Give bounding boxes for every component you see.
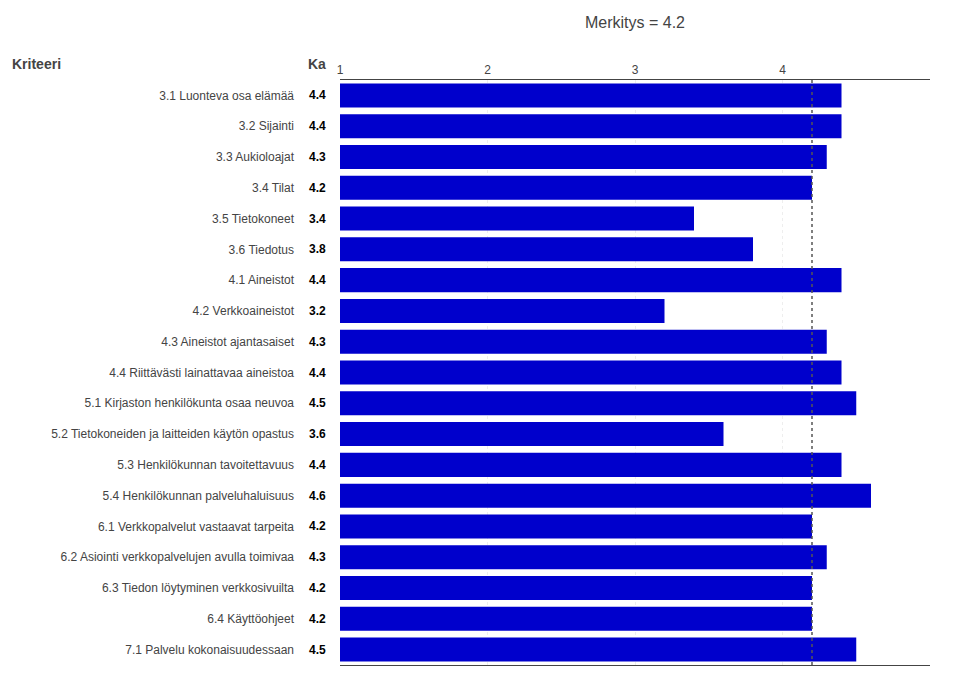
svg-text:6.2 Asiointi verkkopalvelujen: 6.2 Asiointi verkkopalvelujen avulla toi… [61,550,295,564]
svg-text:4.2: 4.2 [309,181,326,195]
svg-text:4.2 Verkkoaineistot: 4.2 Verkkoaineistot [193,304,295,318]
svg-text:1: 1 [337,63,344,77]
svg-text:4.2: 4.2 [309,581,326,595]
svg-text:4.4: 4.4 [309,273,326,287]
svg-text:4.4 Riittävästi lainattavaa ai: 4.4 Riittävästi lainattavaa aineistoa [109,366,294,380]
svg-text:7.1 Palvelu kokonaisuudessaan: 7.1 Palvelu kokonaisuudessaan [125,643,294,657]
svg-text:4.3: 4.3 [309,335,326,349]
svg-text:5.1 Kirjaston henkilökunta osa: 5.1 Kirjaston henkilökunta osaa neuvoa [85,396,295,410]
svg-text:3.2 Sijainti: 3.2 Sijainti [239,119,294,133]
svg-text:5.2 Tietokoneiden ja laitteide: 5.2 Tietokoneiden ja laitteiden käytön o… [51,427,294,441]
svg-text:3.6 Tiedotus: 3.6 Tiedotus [229,243,294,257]
svg-text:Merkitys = 4.2: Merkitys = 4.2 [585,14,685,31]
svg-text:3.1 Luonteva osa elämää: 3.1 Luonteva osa elämää [159,89,294,103]
svg-text:4.4: 4.4 [309,119,326,133]
svg-text:4.3: 4.3 [309,550,326,564]
svg-text:4.4: 4.4 [309,88,326,102]
svg-text:4.5: 4.5 [309,643,326,657]
svg-text:3.8: 3.8 [309,242,326,256]
svg-text:4.1 Aineistot: 4.1 Aineistot [229,273,295,287]
svg-text:5.3 Henkilökunnan tavoitettavu: 5.3 Henkilökunnan tavoitettavuus [117,458,294,472]
svg-text:3.3 Aukioloajat: 3.3 Aukioloajat [216,150,295,164]
svg-text:3.4: 3.4 [309,212,326,226]
svg-text:4.3: 4.3 [309,150,326,164]
svg-text:3.2: 3.2 [309,304,326,318]
svg-text:5.4 Henkilökunnan palveluhalui: 5.4 Henkilökunnan palveluhaluisuus [103,489,294,503]
svg-text:4: 4 [779,63,786,77]
svg-text:3.6: 3.6 [309,427,326,441]
svg-text:3.5 Tietokoneet: 3.5 Tietokoneet [212,212,295,226]
svg-text:6.1 Verkkopalvelut vastaavat t: 6.1 Verkkopalvelut vastaavat tarpeita [98,520,294,534]
svg-text:Kriteeri: Kriteeri [12,56,61,72]
svg-text:3: 3 [632,63,639,77]
svg-text:4.3 Aineistot ajantasaiset: 4.3 Aineistot ajantasaiset [161,335,294,349]
svg-text:6.3 Tiedon löytyminen verkkosi: 6.3 Tiedon löytyminen verkkosivuilta [102,581,294,595]
svg-text:4.5: 4.5 [309,396,326,410]
svg-text:4.2: 4.2 [309,519,326,533]
svg-text:3.4 Tilat: 3.4 Tilat [252,181,295,195]
svg-text:6.4 Käyttöohjeet: 6.4 Käyttöohjeet [207,612,294,626]
svg-text:4.4: 4.4 [309,458,326,472]
svg-text:4.4: 4.4 [309,366,326,380]
svg-text:2: 2 [484,63,491,77]
svg-text:4.6: 4.6 [309,489,326,503]
svg-text:Ka: Ka [308,56,326,72]
svg-text:4.2: 4.2 [309,612,326,626]
